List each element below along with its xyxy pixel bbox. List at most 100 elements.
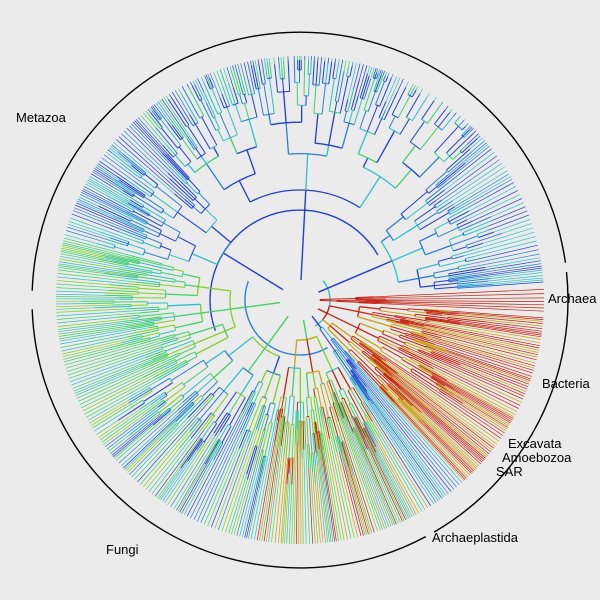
leaf-branch <box>65 340 161 369</box>
clade-labels: Metazoa Archaea Bacteria Excavata Amoebo… <box>16 110 597 557</box>
leaf-branch <box>204 75 208 82</box>
leaf-branch <box>322 416 348 540</box>
branch-segment <box>248 119 258 147</box>
branch-arc <box>205 219 218 234</box>
leaf-branch <box>331 58 333 63</box>
branch-segment <box>348 110 354 124</box>
clade-stem <box>300 190 307 281</box>
leaf-branch <box>319 440 336 542</box>
branch-segment <box>398 348 432 366</box>
leaf-branch <box>57 318 132 327</box>
leaf-branch <box>379 437 423 512</box>
branch-arc <box>161 219 166 227</box>
branch-segment <box>382 75 386 81</box>
branch-segment <box>155 127 178 154</box>
leaf-branch <box>485 321 543 330</box>
branch-segment <box>378 374 389 385</box>
branch-segment <box>167 153 190 179</box>
branch-segment <box>177 392 198 411</box>
leaf-branch <box>356 367 457 488</box>
leaf-branch <box>161 98 180 125</box>
branch-segment <box>312 433 317 466</box>
leaf-branch <box>488 210 528 227</box>
leaf-branch <box>427 93 430 97</box>
branch-segment <box>325 372 330 382</box>
leaf-branch <box>77 360 169 402</box>
branch-segment <box>399 397 422 420</box>
leaf-branch <box>385 77 401 110</box>
branch-segment <box>229 137 238 154</box>
branch-segment <box>407 87 412 95</box>
branch-segment <box>437 112 451 128</box>
branch-segment <box>148 214 164 224</box>
branch-segment <box>340 402 354 433</box>
leaf-branch <box>263 448 279 542</box>
branch-segment <box>362 428 377 457</box>
branch-segment <box>322 406 331 440</box>
branch-segment <box>305 373 310 398</box>
branch-segment <box>344 350 356 362</box>
branch-segment <box>98 258 128 266</box>
branch-segment <box>424 308 452 312</box>
branch-segment <box>419 212 450 231</box>
branch-segment <box>167 343 195 356</box>
branch-segment <box>350 338 373 356</box>
leaf-branch <box>71 357 146 386</box>
branch-segment <box>272 356 281 374</box>
branch-segment <box>414 206 436 222</box>
branch-segment <box>379 310 416 316</box>
leaf-branch <box>452 394 508 430</box>
leaf-branch <box>69 359 133 383</box>
branch-segment <box>106 194 135 211</box>
branch-segment <box>174 280 186 283</box>
leaf-branch <box>134 120 166 155</box>
branch-segment <box>195 336 229 355</box>
leaf-branch <box>59 258 119 270</box>
branch-segment <box>140 334 175 345</box>
clade-stem <box>222 252 284 291</box>
branch-segment <box>316 336 333 371</box>
leaf-branch <box>62 242 129 260</box>
branch-segment <box>126 256 162 266</box>
branch-segment <box>419 126 439 150</box>
branch-segment <box>313 397 320 432</box>
leaf-branch <box>85 183 107 196</box>
branch-segment <box>351 369 360 380</box>
branch-segment <box>127 243 146 250</box>
branch-segment <box>456 219 468 226</box>
branch-segment <box>276 409 280 421</box>
branch-segment <box>378 337 400 349</box>
branch-segment <box>292 396 295 425</box>
branch-segment <box>187 392 212 419</box>
leaf-branch <box>469 249 539 265</box>
branch-segment <box>372 353 399 374</box>
branch-segment <box>358 301 392 304</box>
branch-segment <box>122 189 134 198</box>
leaf-branch <box>338 421 375 533</box>
branch-segment <box>448 210 470 223</box>
leaf-branch <box>397 403 469 478</box>
leaf-branch <box>374 349 504 436</box>
branch-segment <box>447 153 470 173</box>
branch-segment <box>435 384 454 396</box>
leaf-branch <box>148 438 192 492</box>
branch-arc <box>227 424 232 427</box>
branch-segment <box>140 355 169 369</box>
leaf-branch <box>57 321 125 330</box>
branch-segment <box>437 227 459 238</box>
branch-segment <box>146 185 155 193</box>
leaf-branch <box>158 468 181 500</box>
branch-segment <box>327 327 351 352</box>
branch-segment <box>365 421 379 444</box>
leaf-branch <box>56 293 105 296</box>
branch-segment <box>257 88 264 116</box>
leaf-branch <box>186 83 190 88</box>
leaf-branch <box>338 59 340 64</box>
branch-segment <box>362 401 372 416</box>
branch-segment <box>201 381 218 398</box>
leaf-branch <box>372 442 411 518</box>
branch-segment <box>344 99 349 112</box>
branch-segment <box>127 338 150 346</box>
branch-segment <box>246 431 252 442</box>
leaf-branch <box>458 361 528 390</box>
